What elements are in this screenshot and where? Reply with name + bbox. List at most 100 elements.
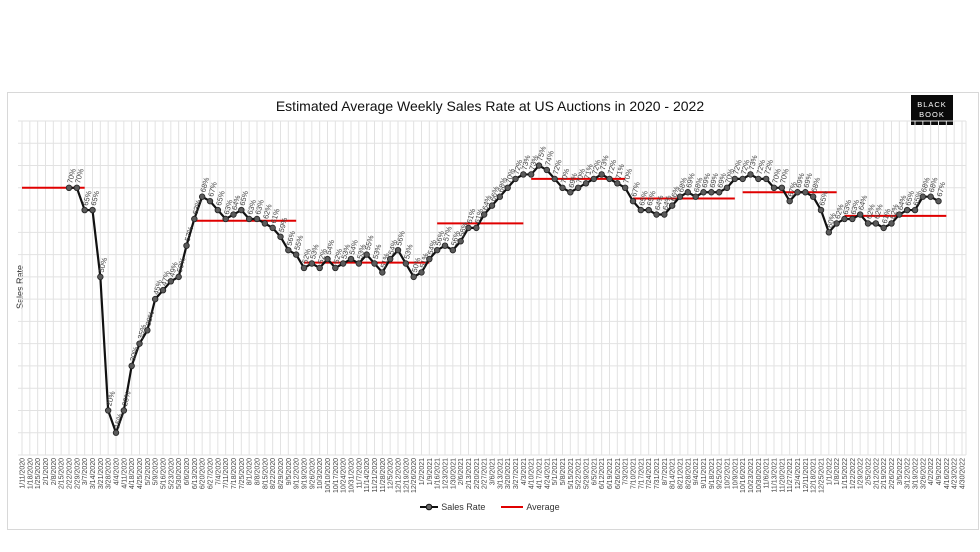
data-label: 69% [794,172,807,189]
x-tick-label: 2/13/2021 [466,458,473,489]
x-tick-label: 8/7/2021 [662,458,669,485]
x-tick-label: 10/9/2021 [732,458,739,489]
data-point [896,211,903,218]
x-tick-label: 4/10/2021 [529,458,536,489]
x-tick-label: 7/17/2021 [638,458,645,489]
data-label: 72% [590,158,603,175]
x-tick-label: 11/14/2020 [364,458,371,493]
data-label: 69% [700,172,713,189]
data-point [371,260,378,267]
data-point [778,184,786,191]
x-tick-label: 1/18/2020 [27,458,34,489]
data-point [97,273,104,281]
data-point [81,206,88,214]
data-label: 69% [802,172,815,189]
data-label: 65% [89,189,102,206]
data-point [449,246,457,254]
data-label: 68% [198,176,211,193]
x-tick-label: 8/1/2020 [247,458,254,485]
data-point [253,215,261,223]
data-label: 65% [645,189,658,206]
x-tick-label: 10/24/2020 [341,458,348,493]
data-point [614,180,621,187]
data-point [480,211,488,218]
legend-item-average: Average [501,502,560,512]
x-tick-label: 7/4/2020 [215,458,222,485]
x-tick-label: 1/29/2022 [858,458,865,489]
data-label: 68% [496,176,509,193]
data-label: 56% [394,230,407,247]
legend-label: Sales Rate [441,502,486,512]
data-point [880,224,887,232]
data-label: 65% [81,189,94,206]
data-label: 55% [292,234,305,251]
x-tick-label: 12/4/2021 [795,458,802,489]
x-tick-label: 12/12/2020 [396,458,403,493]
data-point [120,407,128,414]
data-label: 73% [598,154,611,171]
data-label: 49% [167,261,180,278]
x-tick-label: 2/8/2020 [51,458,58,485]
x-tick-label: 11/20/2021 [779,458,786,493]
data-point [473,224,480,232]
data-point [285,246,292,254]
data-label: 71% [614,163,627,180]
x-tick-label: 5/29/2021 [584,458,591,489]
data-label: 68% [927,176,940,193]
x-tick-label: 3/19/2022 [913,458,920,489]
x-tick-label: 6/26/2021 [615,458,622,489]
x-tick-label: 11/21/2020 [372,458,379,493]
x-tick-label: 6/13/2020 [192,458,199,489]
x-tick-label: 1/22/2022 [850,458,857,489]
x-tick-label: 3/12/2022 [905,458,912,489]
x-tick-label: 10/17/2020 [333,458,340,493]
x-tick-label: 7/24/2021 [646,458,653,489]
data-point [465,224,472,232]
data-point [888,220,895,227]
data-point [708,189,715,196]
data-point [245,215,253,223]
x-tick-label: 3/20/2021 [505,458,512,489]
data-point [629,197,637,205]
x-tick-label: 5/22/2021 [576,458,583,489]
data-label: 63% [222,198,235,215]
x-tick-label: 1/9/2021 [427,458,434,485]
x-tick-label: 6/20/2020 [200,458,207,489]
data-point [559,184,566,191]
data-label: 70% [73,167,86,184]
x-tick-label: 7/3/2021 [623,458,630,485]
data-label: 69% [567,172,580,189]
x-tick-label: 5/9/2020 [153,458,160,485]
x-tick-label: 5/23/2020 [168,458,175,489]
data-label: 64% [661,194,674,211]
data-point [841,215,848,223]
x-tick-label: 4/25/2020 [137,458,144,489]
data-label: 65% [817,189,830,206]
data-point [128,362,135,370]
x-tick-label: 3/14/2020 [90,458,97,489]
data-label: 72% [551,158,564,175]
x-tick-label: 9/19/2020 [302,458,309,489]
x-tick-label: 1/1/2022 [826,458,833,485]
data-label: 20% [120,390,133,407]
data-label: 72% [731,158,744,175]
data-label: 64% [856,194,869,211]
data-label: 65% [903,189,916,206]
data-point [543,166,551,174]
data-point [410,273,417,281]
data-point [919,193,927,200]
data-point [864,220,872,227]
x-tick-label: 3/6/2021 [490,458,497,485]
data-point [159,287,167,294]
data-point [504,184,511,191]
data-point [316,264,323,272]
data-point [238,206,245,214]
data-label: 61% [465,207,478,224]
x-tick-label: 8/8/2020 [255,458,262,485]
data-point [339,260,347,267]
data-label: 63% [245,198,258,215]
x-tick-label: 4/23/2022 [952,458,959,489]
data-label: 65% [637,189,650,206]
x-tick-label: 2/29/2020 [74,458,81,489]
